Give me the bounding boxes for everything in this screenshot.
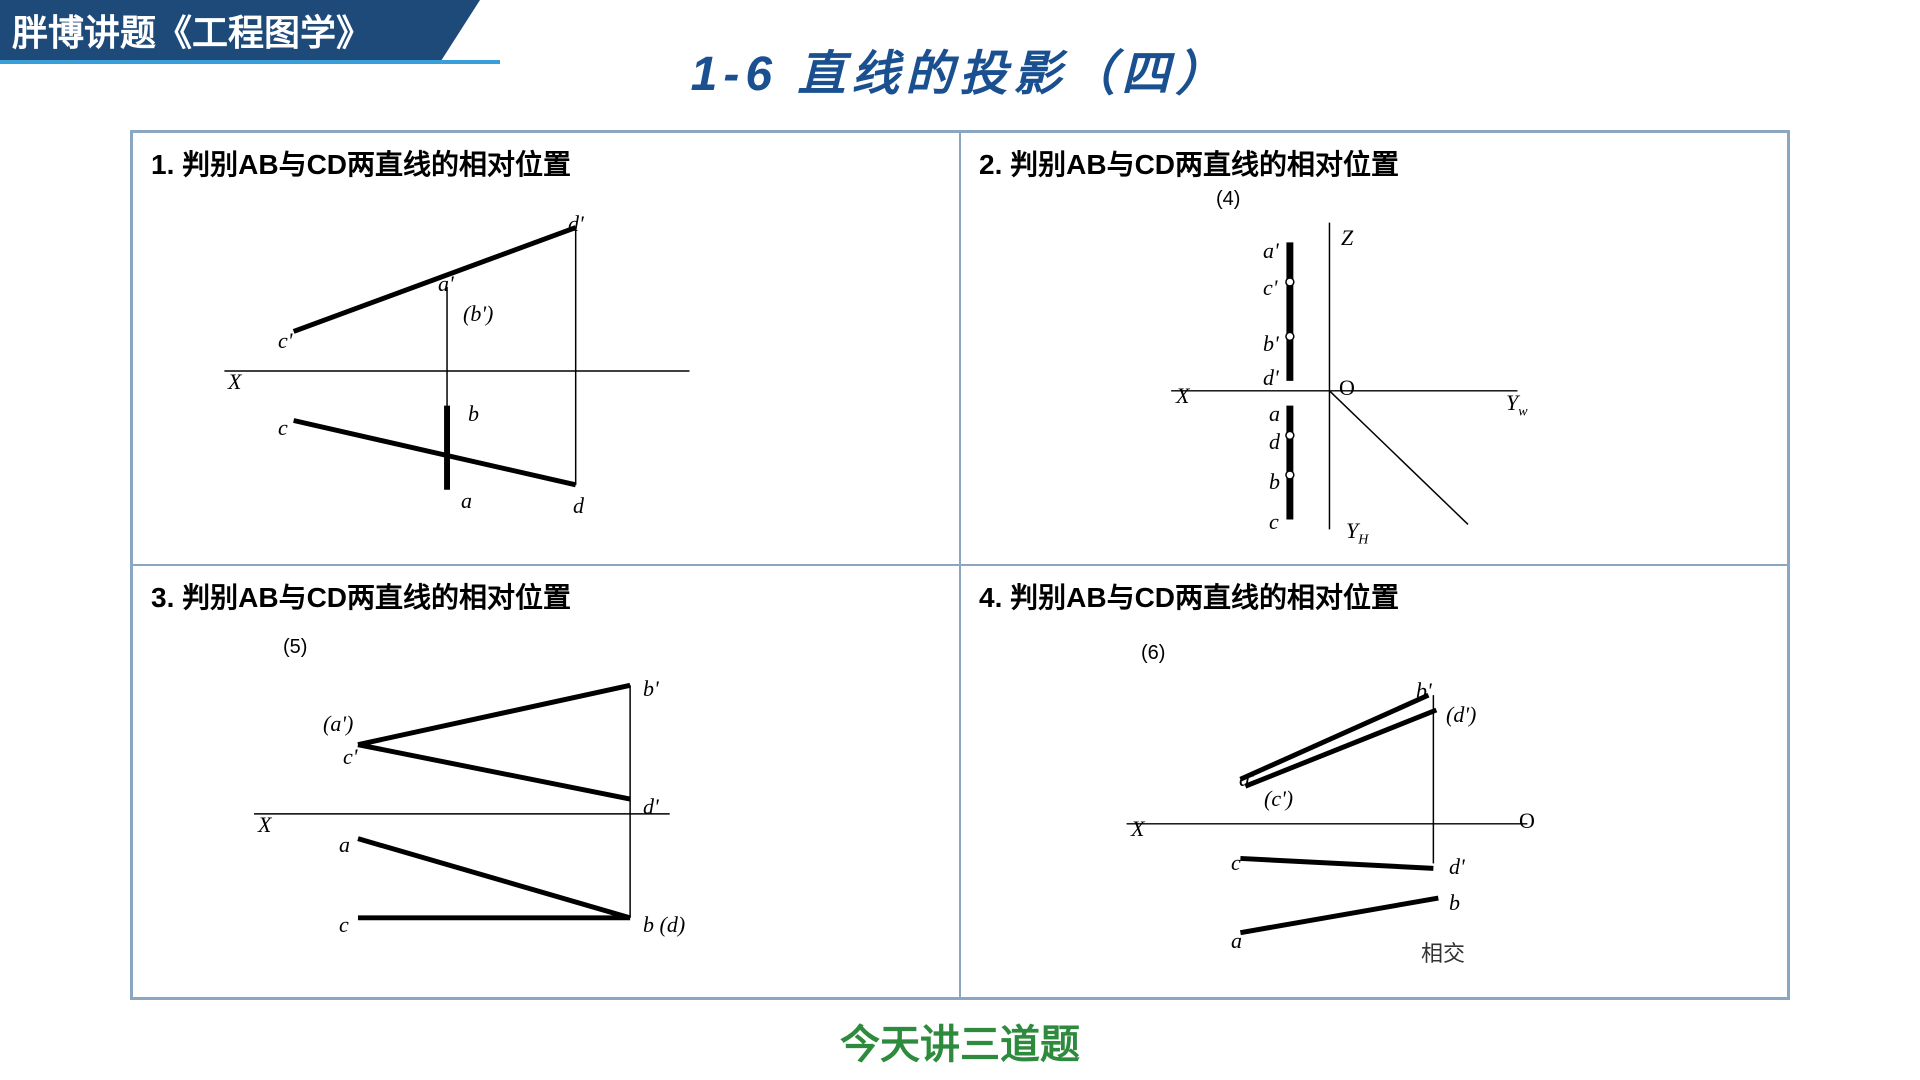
q1-lbl: d <box>573 493 584 519</box>
question-3: 3. 判别AB与CD两直线的相对位置 (5) X b' (a') c' d' a… <box>132 565 960 998</box>
q4-lbl: d' <box>1449 854 1465 880</box>
q4-svg <box>961 616 1787 997</box>
q2-lbl: YH <box>1346 518 1368 548</box>
q2-lbl: O <box>1339 375 1355 401</box>
q3-lbl: c <box>339 912 349 938</box>
q3-lbl: d' <box>643 794 659 820</box>
q4-title: 4. 判别AB与CD两直线的相对位置 <box>979 576 1399 616</box>
q4-lbl: (d') <box>1446 702 1476 728</box>
q3-svg <box>133 616 959 997</box>
q4-diagram: X b' (d') a' (c') O c d' b a 相交 <box>961 616 1787 997</box>
q4-lbl: c <box>1231 850 1241 876</box>
q1-lbl: (b') <box>463 301 493 327</box>
q4-lbl: b' <box>1416 678 1432 704</box>
q4-lbl: a <box>1231 928 1242 954</box>
q3-lbl: c' <box>343 744 357 770</box>
q1-lbl: d' <box>568 211 584 237</box>
q2-svg <box>961 183 1787 564</box>
q1-svg <box>133 183 959 564</box>
q2-lbl: d <box>1269 429 1280 455</box>
page-title: 1-6 直线的投影（四） <box>691 34 1230 104</box>
q2-lbl: c' <box>1263 275 1277 301</box>
q3-lbl: b' <box>643 676 659 702</box>
q3-title: 3. 判别AB与CD两直线的相对位置 <box>151 576 571 616</box>
footer-caption: 今天讲三道题 <box>840 1012 1080 1070</box>
question-1: 1. 判别AB与CD两直线的相对位置 X d' a' (b') c' b c a… <box>132 132 960 565</box>
q4-lbl: b <box>1449 890 1460 916</box>
q3-diagram: X b' (a') c' d' a c b (d) <box>133 616 959 997</box>
q2-lbl: a' <box>1263 238 1279 264</box>
header-underline <box>0 60 500 64</box>
q2-lbl: b' <box>1263 331 1279 357</box>
q2-title: 2. 判别AB与CD两直线的相对位置 <box>979 143 1399 183</box>
question-grid: 1. 判别AB与CD两直线的相对位置 X d' a' (b') c' b c a… <box>130 130 1790 1000</box>
q3-lbl: a <box>339 832 350 858</box>
question-2: 2. 判别AB与CD两直线的相对位置 (4) X Z a' c' b' d' O… <box>960 132 1788 565</box>
q4-answer: 相交 <box>1421 936 1465 968</box>
question-4: 4. 判别AB与CD两直线的相对位置 (6) X b' (d') a' (c')… <box>960 565 1788 998</box>
q1-lbl: c <box>278 415 288 441</box>
q2-diagram: X Z a' c' b' d' O Yw a d b c YH <box>961 183 1787 564</box>
q2-x-label: X <box>1176 383 1189 409</box>
q1-lbl: b <box>468 401 479 427</box>
q4-x-label: X <box>1131 816 1144 842</box>
q1-lbl: c' <box>278 328 292 354</box>
q2-lbl: b <box>1269 469 1280 495</box>
q1-lbl: a' <box>438 271 454 297</box>
q4-lbl: (c') <box>1264 786 1293 812</box>
q2-lbl: Yw <box>1506 390 1528 420</box>
q2-lbl: d' <box>1263 365 1279 391</box>
q4-lbl: a' <box>1239 766 1255 792</box>
q1-x-label: X <box>228 369 241 395</box>
q1-diagram: X d' a' (b') c' b c a d <box>133 183 959 564</box>
q4-lbl: O <box>1519 808 1535 834</box>
q2-lbl: c <box>1269 509 1279 535</box>
q3-lbl: b (d) <box>643 912 685 938</box>
q2-lbl: a <box>1269 401 1280 427</box>
q3-lbl: (a') <box>323 711 353 737</box>
q1-title: 1. 判别AB与CD两直线的相对位置 <box>151 143 571 183</box>
q2-lbl: Z <box>1341 225 1353 251</box>
header-badge: 胖博讲题《工程图学》 <box>0 0 480 60</box>
q1-lbl: a <box>461 488 472 514</box>
q3-x-label: X <box>258 812 271 838</box>
